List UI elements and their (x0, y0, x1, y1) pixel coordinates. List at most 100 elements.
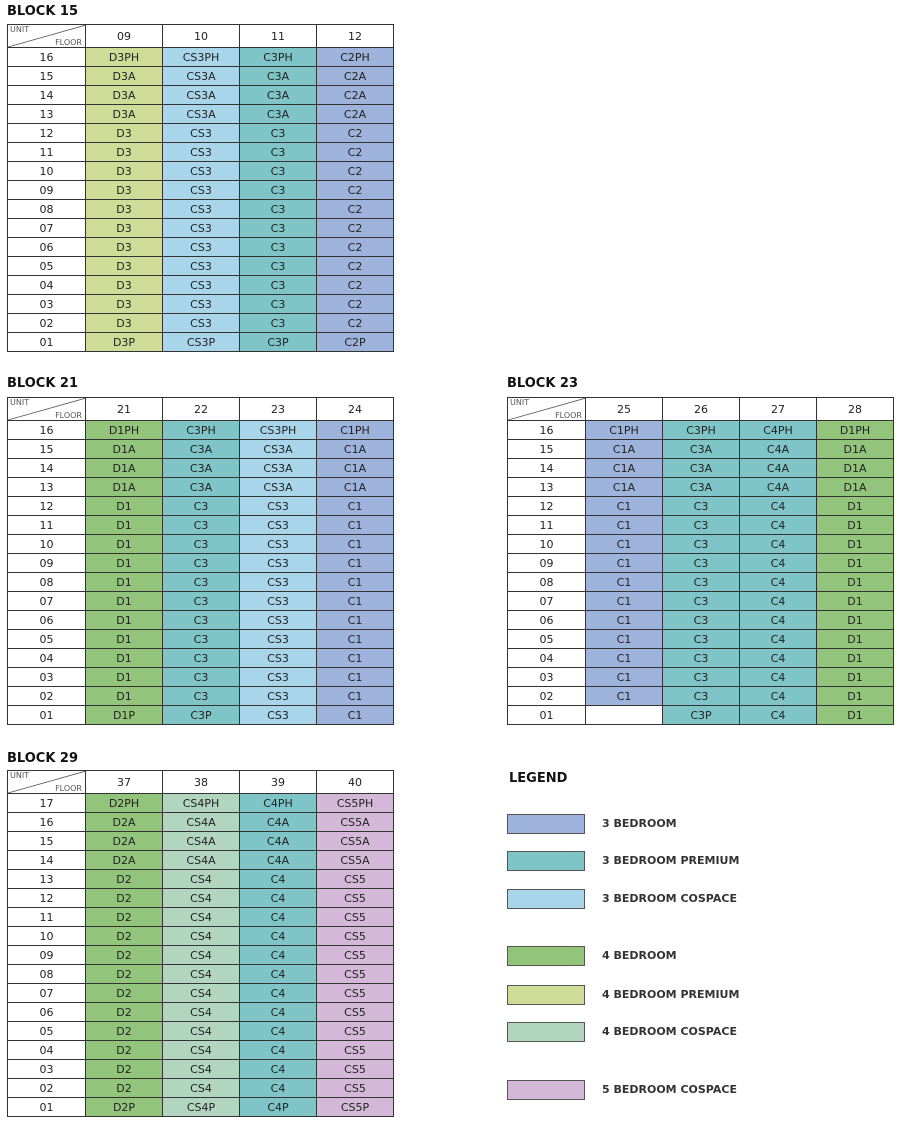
floor-row: 13 D3A CS3A C3A C2A (7, 104, 394, 124)
floor-row: 01 D3P CS3P C3P C2P (7, 332, 394, 352)
unit-type: C3 (162, 553, 240, 573)
unit-type: CS3 (239, 534, 317, 554)
unit-type: CS4 (162, 926, 240, 946)
floor-row: 11 D2 CS4 C4 CS5 (7, 907, 394, 927)
unit-type: CS5 (316, 1002, 394, 1022)
floor-row: 15 C1A C3A C4A D1A (507, 439, 894, 459)
floor-row: 10 D1 C3 CS3 C1 (7, 534, 394, 554)
legend-label: 4 BEDROOM PREMIUM (602, 988, 740, 1001)
unit-type: CS5 (316, 1021, 394, 1041)
unit-type: CS3A (162, 85, 240, 105)
unit-type: D2 (85, 1002, 163, 1022)
floor-row: 13 C1A C3A C4A D1A (507, 477, 894, 497)
unit-type: CS5 (316, 945, 394, 965)
unit-type: D1A (85, 458, 163, 478)
unit-number: 10 (162, 24, 240, 48)
floor-number: 05 (7, 1021, 86, 1041)
unit-type: C3 (239, 142, 317, 162)
unit-type: C3P (162, 705, 240, 725)
floor-label: FLOOR (555, 411, 582, 420)
unit-type: C3 (662, 572, 740, 592)
floor-number: 16 (507, 420, 586, 440)
unit-type: D1 (85, 496, 163, 516)
unit-number: 11 (239, 24, 317, 48)
unit-type: CS3A (239, 458, 317, 478)
diagonal (8, 25, 85, 47)
unit-type: C3PH (162, 420, 240, 440)
unit-type: C2P (316, 332, 394, 352)
floor-row: 17 D2PH CS4PH C4PH CS5PH (7, 793, 394, 813)
unit-type: C4 (739, 515, 817, 535)
floor-number: 06 (7, 610, 86, 630)
unit-type: D2 (85, 1059, 163, 1079)
unit-type: C2 (316, 199, 394, 219)
unit-type: C4 (739, 572, 817, 592)
unit-type: CS5 (316, 888, 394, 908)
block-title: BLOCK 21 (7, 376, 79, 391)
unit-type: CS3 (162, 218, 240, 238)
unit-number: 39 (239, 770, 317, 794)
unit-type: C3 (162, 515, 240, 535)
unit-type: C1 (316, 610, 394, 630)
floor-row: 10 D3 CS3 C3 C2 (7, 161, 394, 181)
unit-type: D1 (85, 553, 163, 573)
unit-type: D3 (85, 218, 163, 238)
unit-type: C3 (662, 591, 740, 611)
unit-type: CS5 (316, 869, 394, 889)
floor-number: 13 (7, 869, 86, 889)
unit-type: D1 (816, 553, 894, 573)
floor-number: 11 (7, 142, 86, 162)
block-title: BLOCK 15 (7, 4, 79, 19)
unit-type: CS3 (162, 123, 240, 143)
unit-type: C3 (239, 123, 317, 143)
unit-type: C1A (316, 477, 394, 497)
unit-type: C2A (316, 85, 394, 105)
unit-type: D1A (85, 439, 163, 459)
unit-type: D1 (85, 534, 163, 554)
unit-type: D2 (85, 907, 163, 927)
corner-cell: UNIT FLOOR (7, 24, 86, 48)
legend-swatch (507, 814, 585, 834)
floor-number: 15 (7, 66, 86, 86)
unit-type: CS5 (316, 1059, 394, 1079)
unit-type: D1 (816, 648, 894, 668)
unit-type: D3 (85, 256, 163, 276)
floor-label: FLOOR (55, 38, 82, 47)
unit-type: CS4 (162, 1078, 240, 1098)
unit-type: D3A (85, 104, 163, 124)
floor-row: 09 D2 CS4 C4 CS5 (7, 945, 394, 965)
floor-number: 09 (507, 553, 586, 573)
unit-type: C3 (162, 591, 240, 611)
unit-type: D3 (85, 313, 163, 333)
unit-type: D2 (85, 869, 163, 889)
unit-type: CS4P (162, 1097, 240, 1117)
unit-type: C3P (239, 332, 317, 352)
unit-type: C1 (585, 572, 663, 592)
corner-cell: UNIT FLOOR (7, 770, 86, 794)
unit-type: D2 (85, 945, 163, 965)
unit-type: C1A (585, 439, 663, 459)
floor-row: 03 C1 C3 C4 D1 (507, 667, 894, 687)
floor-number: 08 (7, 572, 86, 592)
floor-row: 02 C1 C3 C4 D1 (507, 686, 894, 706)
floor-row: 09 D3 CS3 C3 C2 (7, 180, 394, 200)
header-row: UNIT FLOOR 25 26 27 28 (507, 397, 894, 421)
unit-type: C2PH (316, 47, 394, 67)
unit-type: CS4 (162, 907, 240, 927)
unit-type: C3PH (662, 420, 740, 440)
unit-type: C1A (585, 477, 663, 497)
floor-row: 02 D1 C3 CS3 C1 (7, 686, 394, 706)
floor-number: 17 (7, 793, 86, 813)
unit-number: 12 (316, 24, 394, 48)
corner-cell: UNIT FLOOR (7, 397, 86, 421)
floor-number: 01 (7, 332, 86, 352)
unit-type: C3A (239, 66, 317, 86)
unit-type: D3 (85, 275, 163, 295)
floor-row: 15 D1A C3A CS3A C1A (7, 439, 394, 459)
unit-type: CS5 (316, 907, 394, 927)
unit-type: D1A (85, 477, 163, 497)
floor-number: 13 (7, 477, 86, 497)
unit-type: D3 (85, 180, 163, 200)
unit-type: C3A (162, 458, 240, 478)
unit-type: C2 (316, 142, 394, 162)
